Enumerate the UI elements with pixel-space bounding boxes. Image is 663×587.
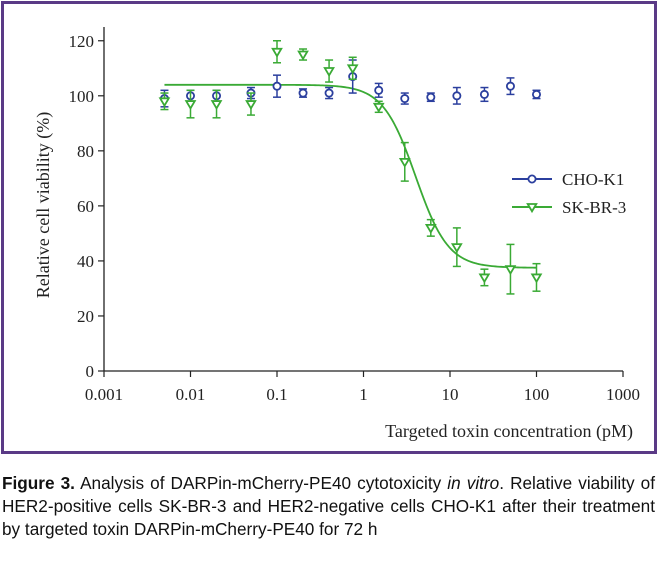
axes: 0.001 0.01 0.1 1 10 100 1000 0 20 40 60 80 100 120	[69, 27, 640, 404]
fit-curve	[164, 83, 537, 269]
data-point	[184, 100, 197, 111]
data-point	[452, 91, 462, 101]
data-point	[272, 81, 282, 91]
data-point	[450, 243, 463, 254]
chart-svg: 0.001 0.01 0.1 1 10 100 1000 0 20 40 60 80 100 120 CH…	[33, 27, 640, 442]
y-tick-label: 80	[77, 142, 94, 161]
x-tick-label: 10	[442, 385, 459, 404]
series-sk-br-3	[158, 40, 543, 295]
caption-figure-label: Figure 3.	[2, 473, 75, 493]
x-tick-label: 0.1	[266, 385, 287, 404]
x-tick-label: 0.01	[176, 385, 206, 404]
y-tick-label: 60	[77, 197, 94, 216]
data-point	[158, 97, 171, 108]
data-point	[530, 273, 543, 284]
data-point	[532, 89, 542, 99]
y-tick-label: 40	[77, 252, 94, 271]
x-tick-label: 1000	[606, 385, 640, 404]
y-axis-label: Relative cell viability (%)	[33, 112, 54, 298]
data-point	[398, 157, 411, 168]
y-tick-label: 120	[69, 32, 95, 51]
y-tick-label: 100	[69, 87, 95, 106]
data-point	[346, 64, 359, 75]
data-point	[478, 273, 491, 284]
data-points	[158, 40, 543, 295]
data-point	[210, 100, 223, 111]
data-point	[245, 100, 257, 111]
data-point	[323, 67, 335, 78]
legend: CHO-K1 SK-BR-3	[512, 170, 626, 217]
data-point	[374, 85, 384, 95]
caption-text-a: Analysis of DARPin-mCherry-PE40 cytotoxi…	[74, 473, 448, 493]
data-point	[504, 265, 517, 276]
y-tick-label: 20	[77, 307, 94, 326]
data-point	[424, 223, 437, 234]
data-point	[271, 47, 283, 58]
data-point	[479, 89, 489, 99]
fit-curves	[164, 83, 537, 269]
legend-label: SK-BR-3	[562, 198, 626, 217]
caption-text-b: . Relative viability of HER2-positive ce…	[2, 473, 656, 539]
x-tick-label: 0.001	[85, 385, 123, 404]
legend-marker	[527, 174, 537, 184]
figure-caption: Figure 3. Analysis of DARPin-mCherry-PE4…	[2, 472, 655, 541]
caption-italic: in vitro	[447, 473, 500, 493]
y-tick-label: 0	[86, 362, 95, 381]
data-point	[372, 102, 385, 113]
legend-label: CHO-K1	[562, 170, 624, 189]
x-tick-label: 1	[359, 385, 368, 404]
data-point	[324, 88, 334, 98]
data-point	[505, 81, 515, 91]
legend-marker	[526, 203, 538, 214]
x-axis-label: Targeted toxin concentration (pM)	[385, 421, 633, 442]
data-point	[400, 94, 410, 104]
data-point	[298, 88, 308, 98]
data-point	[297, 50, 309, 61]
x-tick-label: 100	[524, 385, 550, 404]
data-point	[426, 92, 436, 102]
